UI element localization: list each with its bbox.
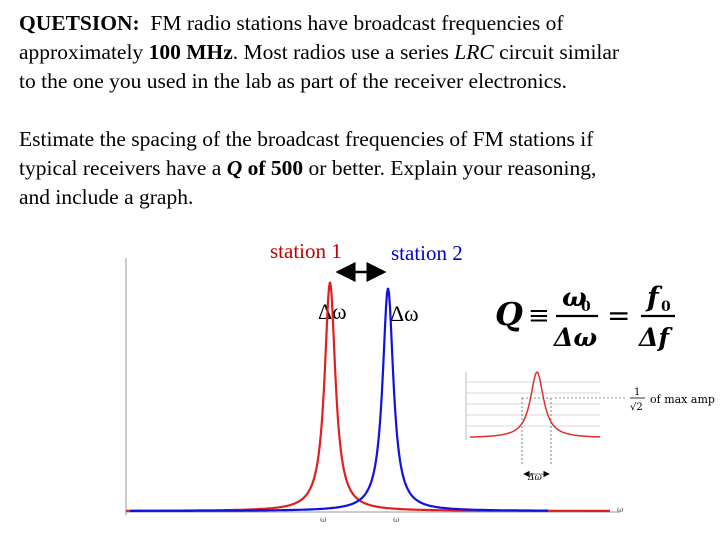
inset-label: of max amp <box>650 393 715 406</box>
question-line2-c: . Most radios use a series <box>232 40 455 64</box>
task-line1: Estimate the spacing of the broadcast fr… <box>19 127 594 151</box>
formula-delta-omega: Δω <box>552 323 597 352</box>
inset-fraction-den: √2 <box>630 402 643 413</box>
formula-f0-sub: 0 <box>661 299 671 315</box>
x-tick-omega1: ω <box>320 515 327 524</box>
question-line1: FM radio stations have broadcast frequen… <box>150 11 564 35</box>
formula-equiv: ≡ <box>528 301 550 331</box>
question-line2-a: approximately <box>19 40 149 64</box>
circuit-type: LRC <box>454 40 494 64</box>
task-line2-a: typical receivers have a <box>19 156 227 180</box>
inset-curve <box>469 370 601 438</box>
x-tick-omega2: ω <box>393 515 400 524</box>
formula-q: Q <box>495 295 523 333</box>
q-formula: Q ≡ ω 0 Δω = f 0 Δf <box>495 282 675 352</box>
q-value: of 500 <box>242 156 304 180</box>
task-line2-d: or better. Explain your reasoning, <box>303 156 597 180</box>
station1-label: station 1 <box>270 239 342 263</box>
formula-delta-f: Δf <box>637 323 673 352</box>
station2-label: station 2 <box>391 241 463 265</box>
delta-omega-label-2: Δω <box>390 301 419 326</box>
question-text: QUETSION: FM radio stations have broadca… <box>19 9 709 96</box>
formula-omega0-sub: 0 <box>581 299 591 315</box>
inset-fraction-num: 1 <box>634 387 640 398</box>
question-line3: to the one you used in the lab as part o… <box>19 69 568 93</box>
question-heading: QUETSION: <box>19 11 140 35</box>
inset-delta-label: Δω <box>527 473 542 483</box>
formula-omega0: ω <box>562 283 587 313</box>
inset-graph: 1 √2 of max amp Δω ω <box>465 370 715 514</box>
station2-curve <box>130 287 548 512</box>
formula-eq: = <box>607 299 630 332</box>
q-symbol: Q <box>226 156 243 180</box>
inset-axis-tick: ω <box>617 505 624 514</box>
task-text: Estimate the spacing of the broadcast fr… <box>19 125 709 212</box>
frequency-value: 100 MHz <box>148 40 233 64</box>
question-line2-e: circuit similar <box>493 40 620 64</box>
task-line3: and include a graph. <box>19 185 194 209</box>
formula-f0: f <box>645 282 663 313</box>
